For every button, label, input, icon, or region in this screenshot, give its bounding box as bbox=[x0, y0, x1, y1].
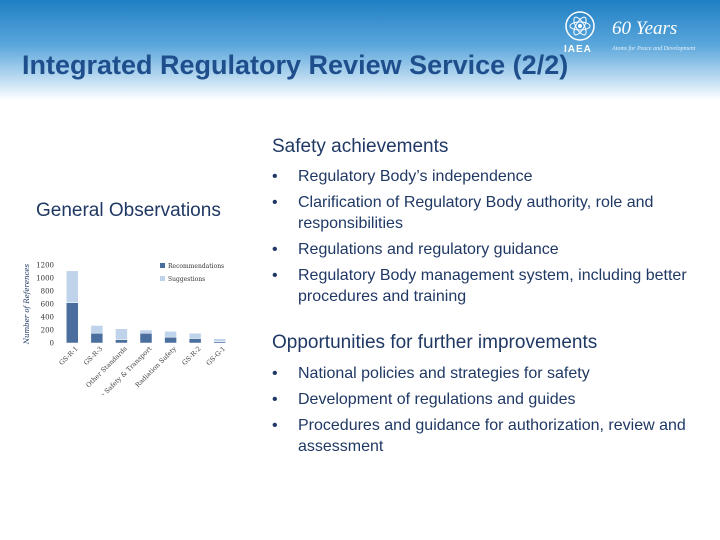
bar-recommendations bbox=[139, 333, 153, 344]
legend-swatch bbox=[160, 276, 165, 281]
legend-label: Suggestions bbox=[168, 276, 205, 283]
bar-suggestions bbox=[139, 329, 153, 334]
y-tick-label: 1000 bbox=[36, 275, 54, 283]
y-tick-label: 800 bbox=[41, 288, 54, 296]
y-tick-label: 0 bbox=[50, 340, 54, 348]
list-item: National policies and strategies for saf… bbox=[268, 363, 688, 384]
bar-suggestions bbox=[66, 270, 79, 303]
logo-tagline: Atoms for Peace and Development bbox=[612, 46, 696, 52]
x-tick-label: GS-G-1 bbox=[205, 345, 227, 367]
bar-recommendations bbox=[188, 338, 202, 344]
list-item: Regulatory Body management system, inclu… bbox=[268, 265, 688, 307]
list-item: Procedures and guidance for authorizatio… bbox=[268, 415, 688, 457]
page-title: Integrated Regulatory Review Service (2/… bbox=[22, 50, 569, 80]
opportunities-list: National policies and strategies for saf… bbox=[268, 363, 688, 462]
y-tick-label: 400 bbox=[41, 314, 54, 322]
x-tick-label: GS-R-1 bbox=[58, 345, 80, 367]
logo-years: 60 Years bbox=[612, 18, 678, 39]
list-item: Regulations and regulatory guidance bbox=[268, 239, 688, 260]
bar-recommendations bbox=[90, 333, 104, 344]
list-item: Clarification of Regulatory Body authori… bbox=[268, 192, 688, 234]
x-tick-label: GS-R-3 bbox=[82, 345, 104, 367]
header-band bbox=[0, 0, 720, 100]
list-item: Development of regulations and guides bbox=[268, 389, 688, 410]
bar-suggestions bbox=[115, 328, 128, 340]
list-item: Regulatory Body’s independence bbox=[268, 166, 688, 187]
logo-name: IAEA bbox=[564, 44, 592, 55]
bar-suggestions bbox=[90, 325, 104, 334]
legend-swatch bbox=[160, 263, 165, 268]
legend-label: Recommendations bbox=[168, 263, 224, 270]
y-tick-label: 600 bbox=[41, 301, 54, 309]
opportunities-heading: Opportunities for further improvements bbox=[272, 332, 598, 353]
general-observations-chart: Number of References 0 200 400 600 800 1000 120… bbox=[23, 262, 227, 396]
achievements-heading: Safety achievements bbox=[272, 136, 449, 157]
x-tick-label: GS-R-2 bbox=[180, 345, 202, 367]
iaea-emblem-icon bbox=[565, 11, 595, 41]
bar-recommendations bbox=[164, 336, 177, 344]
iaea-logo: IAEA 60 Years Atoms for Peace and Develo… bbox=[562, 8, 712, 60]
y-tick-label: 200 bbox=[41, 327, 54, 335]
bar-recommendations bbox=[66, 302, 79, 344]
bar-recommendations bbox=[115, 339, 128, 344]
bar-suggestions bbox=[188, 333, 202, 339]
y-tick-label: 1200 bbox=[36, 262, 54, 270]
chart-title: General Observations bbox=[36, 200, 221, 221]
bar-suggestions bbox=[164, 331, 177, 338]
y-axis-label: Number of References bbox=[23, 263, 31, 345]
achievements-list: Regulatory Body’s independence Clarifica… bbox=[268, 166, 688, 312]
bar-suggestions bbox=[213, 338, 226, 342]
